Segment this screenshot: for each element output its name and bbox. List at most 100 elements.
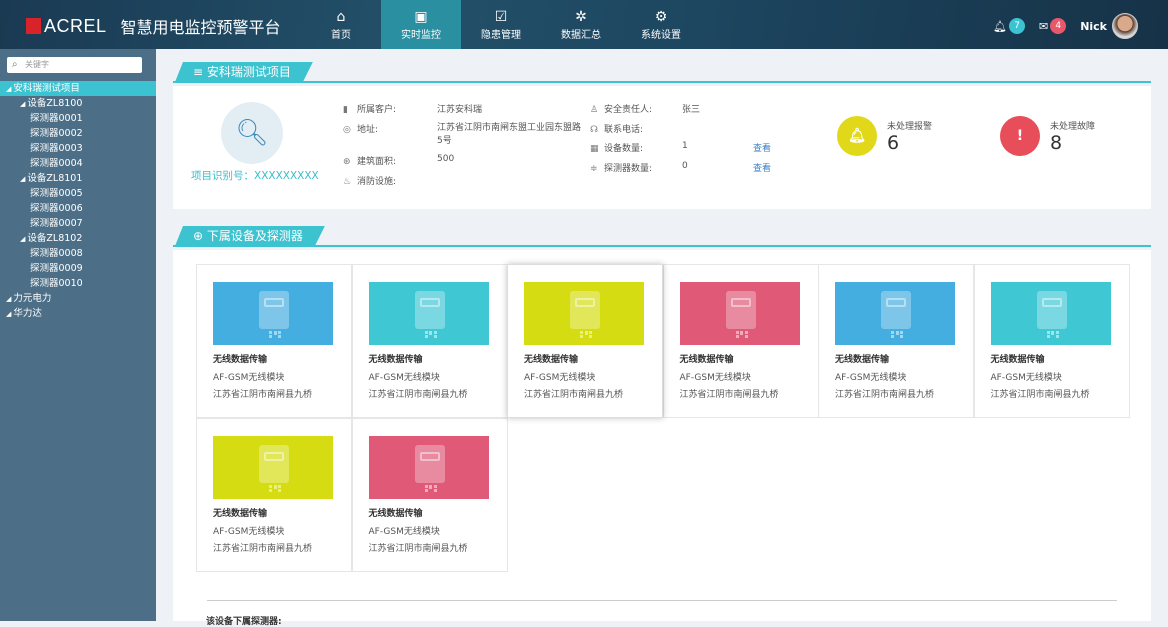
tree-node-label: 设备ZL8102 bbox=[27, 233, 83, 244]
tree-node[interactable]: ◢ 力元电力 bbox=[0, 291, 156, 306]
address-label: 地址: bbox=[357, 125, 379, 135]
device-image bbox=[524, 282, 644, 345]
expand-triangle-icon[interactable]: ◢ bbox=[20, 235, 26, 243]
tree-node[interactable]: 探测器0007 bbox=[0, 216, 156, 231]
tree-node-label: 探测器0009 bbox=[30, 263, 83, 274]
person-icon: ♙ bbox=[590, 105, 599, 115]
nav-item-4[interactable]: ⚙ 系统设置 bbox=[621, 0, 701, 49]
tree-node[interactable]: 探测器0003 bbox=[0, 141, 156, 156]
expand-triangle-icon[interactable]: ◢ bbox=[6, 85, 12, 93]
grid-icon: ▦ bbox=[590, 144, 599, 154]
tree-node-label: 力元电力 bbox=[13, 293, 52, 304]
tree-node-label: 设备ZL8100 bbox=[27, 98, 83, 109]
device-card[interactable]: 无线数据传输 AF-GSM无线模块 江苏省江阴市南闸县九桥 bbox=[351, 264, 508, 418]
project-id: 项目识别号：XXXXXXXXX bbox=[191, 170, 319, 182]
brand-name: ACREL bbox=[44, 15, 107, 36]
unhandled-alarm-stat[interactable]: 🔔︎ 未处理报警 6 bbox=[837, 116, 932, 156]
device-card[interactable]: 无线数据传输 AF-GSM无线模块 江苏省江阴市南闸县九桥 bbox=[196, 418, 352, 572]
device-model: AF-GSM无线模块 bbox=[213, 373, 285, 383]
header-tools: 🔔︎ 7 ✉ 4 Nick bbox=[993, 13, 1138, 39]
search-placeholder: 关键字 bbox=[25, 60, 49, 69]
area-value: 500 bbox=[437, 154, 455, 164]
tree-node[interactable]: ◢ 安科瑞测试项目 bbox=[0, 81, 156, 96]
device-card[interactable]: 无线数据传输 AF-GSM无线模块 江苏省江阴市南闸县九桥 bbox=[196, 264, 352, 418]
expand-triangle-icon[interactable]: ◢ bbox=[6, 310, 12, 318]
tree-node[interactable]: 探测器0001 bbox=[0, 111, 156, 126]
tree-node-label: 华力达 bbox=[13, 308, 42, 319]
device-name: 无线数据传输 bbox=[213, 355, 268, 365]
tree-node-label: 探测器0001 bbox=[30, 113, 83, 124]
address-value: 江苏省江阴市南闸东盟工业园东盟路5号 bbox=[437, 123, 582, 146]
device-address: 江苏省江阴市南闸县九桥 bbox=[368, 544, 468, 554]
unhandled-fault-stat[interactable]: ! 未处理故障 8 bbox=[1000, 116, 1095, 156]
nav-label: 首页 bbox=[331, 30, 351, 41]
tree-node-label: 探测器0003 bbox=[30, 143, 83, 154]
search-input[interactable]: ⌕ 关键字 bbox=[7, 57, 142, 73]
device-name: 无线数据传输 bbox=[835, 355, 890, 365]
tree-node-label: 设备ZL8101 bbox=[27, 173, 83, 184]
project-section-title: ≡ 安科瑞测试项目 bbox=[175, 62, 313, 82]
area-icon: ⊛ bbox=[343, 157, 351, 167]
device-image bbox=[835, 282, 955, 345]
nav-label: 系统设置 bbox=[641, 30, 681, 41]
tree-node-label: 探测器0008 bbox=[30, 248, 83, 259]
area-label: 建筑面积: bbox=[357, 157, 397, 167]
tree-node[interactable]: 探测器0004 bbox=[0, 156, 156, 171]
gears-icon: ⚙ bbox=[654, 9, 668, 25]
user-name[interactable]: Nick bbox=[1080, 19, 1107, 33]
device-card[interactable]: 无线数据传输 AF-GSM无线模块 江苏省江阴市南闸县九桥 bbox=[507, 264, 663, 418]
tree-node[interactable]: 探测器0002 bbox=[0, 126, 156, 141]
meter-icon bbox=[259, 445, 289, 489]
tree-node-label: 探测器0005 bbox=[30, 188, 83, 199]
expand-triangle-icon[interactable]: ◢ bbox=[20, 175, 26, 183]
avatar[interactable] bbox=[1112, 13, 1138, 39]
nav-label: 隐患管理 bbox=[481, 30, 521, 41]
nav-item-1[interactable]: ▣ 实时监控 bbox=[381, 0, 461, 49]
message-badge[interactable]: 4 bbox=[1050, 18, 1067, 34]
project-image-icon: 🔍︎ bbox=[221, 102, 283, 164]
nav-item-0[interactable]: ⌂ 首页 bbox=[301, 0, 381, 49]
device-card[interactable]: 无线数据传输 AF-GSM无线模块 江苏省江阴市南闸县九桥 bbox=[662, 264, 819, 418]
tree-node-label: 探测器0010 bbox=[30, 278, 83, 289]
project-tree: ◢ 安科瑞测试项目 ◢ 设备ZL8100 探测器0001 探测器0002 探测器0003 探测… bbox=[0, 81, 156, 321]
view-detectors-link[interactable]: 查看 bbox=[753, 164, 772, 174]
device-name: 无线数据传输 bbox=[368, 509, 423, 519]
bell-icon[interactable]: 🔔︎ bbox=[993, 19, 1007, 33]
device-card[interactable]: 无线数据传输 AF-GSM无线模块 江苏省江阴市南闸县九桥 bbox=[351, 418, 508, 572]
nav-item-2[interactable]: ☑ 隐患管理 bbox=[461, 0, 541, 49]
envelope-icon[interactable]: ✉ bbox=[1038, 19, 1049, 33]
tree-node[interactable]: 探测器0010 bbox=[0, 276, 156, 291]
nav-item-3[interactable]: ✲ 数据汇总 bbox=[541, 0, 621, 49]
tree-node[interactable]: ◢ 设备ZL8102 bbox=[0, 231, 156, 246]
tree-node[interactable]: 探测器0005 bbox=[0, 186, 156, 201]
device-card[interactable]: 无线数据传输 AF-GSM无线模块 江苏省江阴市南闸县九桥 bbox=[973, 264, 1130, 418]
device-name: 无线数据传输 bbox=[213, 509, 268, 519]
expand-triangle-icon[interactable]: ◢ bbox=[20, 100, 26, 108]
device-model: AF-GSM无线模块 bbox=[368, 373, 440, 383]
tree-node-label: 探测器0004 bbox=[30, 158, 83, 169]
exclamation-icon: ! bbox=[1000, 116, 1040, 156]
tree-node[interactable]: 探测器0008 bbox=[0, 246, 156, 261]
notification-badge[interactable]: 7 bbox=[1008, 18, 1025, 34]
tree-node[interactable]: 探测器0009 bbox=[0, 261, 156, 276]
meter-icon bbox=[259, 291, 289, 335]
headset-icon: ☊ bbox=[590, 125, 598, 135]
tree-node-label: 探测器0006 bbox=[30, 203, 83, 214]
tree-node[interactable]: ◢ 设备ZL8101 bbox=[0, 171, 156, 186]
meter-icon bbox=[881, 291, 911, 335]
view-devices-link[interactable]: 查看 bbox=[753, 144, 772, 154]
tree-node[interactable]: ◢ 华力达 bbox=[0, 306, 156, 321]
home-icon: ⌂ bbox=[336, 9, 346, 25]
tree-node[interactable]: ◢ 设备ZL8100 bbox=[0, 96, 156, 111]
device-card[interactable]: 无线数据传输 AF-GSM无线模块 江苏省江阴市南闸县九桥 bbox=[818, 264, 974, 418]
owner-value: 张三 bbox=[682, 105, 701, 115]
location-icon: ◎ bbox=[343, 125, 351, 135]
bell-icon: 🔔︎ bbox=[837, 116, 877, 156]
device-address: 江苏省江阴市南闸县九桥 bbox=[213, 544, 313, 554]
tree-node[interactable]: 探测器0006 bbox=[0, 201, 156, 216]
device-name: 无线数据传输 bbox=[990, 355, 1045, 365]
devices-section-title: ⊕ 下属设备及探测器 bbox=[175, 226, 325, 246]
expand-triangle-icon[interactable]: ◢ bbox=[6, 295, 12, 303]
meter-icon bbox=[570, 291, 600, 335]
nav-label: 实时监控 bbox=[401, 30, 441, 41]
